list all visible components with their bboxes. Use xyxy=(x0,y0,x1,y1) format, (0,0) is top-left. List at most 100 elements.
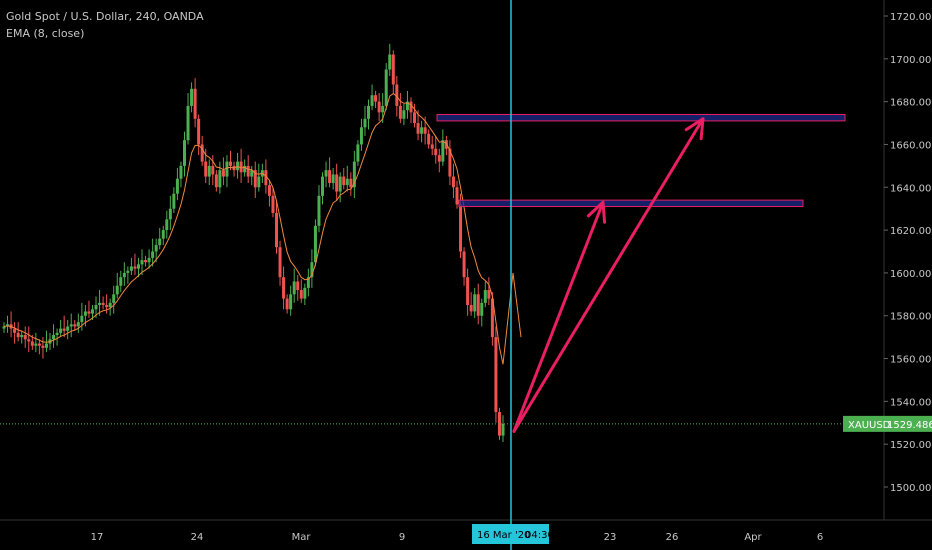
candle-body xyxy=(73,324,77,327)
candle-body xyxy=(275,212,279,248)
candle-body xyxy=(444,140,448,149)
candle-body xyxy=(221,170,225,177)
time-tick-label: 23 xyxy=(604,532,617,543)
candle-body xyxy=(144,260,148,263)
time-tick-label: 6 xyxy=(817,532,823,543)
candle-body xyxy=(151,251,155,258)
price-tick-label: 1720.000 xyxy=(890,12,932,23)
candle-body xyxy=(197,118,201,145)
chart-legend: Gold Spot / U.S. Dollar, 240, OANDA EMA … xyxy=(6,8,204,42)
candle-body xyxy=(27,339,31,342)
last-price-symbol: XAUUSD xyxy=(848,420,891,431)
candle-body xyxy=(140,260,144,265)
projection-arrow xyxy=(512,200,605,433)
candle-body xyxy=(296,281,300,291)
candle-body xyxy=(225,161,229,177)
candle-body xyxy=(292,281,296,295)
candle-body xyxy=(243,165,247,173)
candle-body xyxy=(16,332,20,338)
candle-body xyxy=(62,328,66,331)
candle-body xyxy=(87,311,91,314)
price-tick-label: 1620.000 xyxy=(890,226,932,237)
candle-body xyxy=(363,118,367,128)
candle-body xyxy=(448,148,452,177)
candle-body xyxy=(501,423,505,436)
candle-body xyxy=(126,270,130,273)
candle-body xyxy=(211,165,215,175)
candle-body xyxy=(388,54,392,70)
candle-body xyxy=(37,343,41,346)
candle-body xyxy=(23,334,27,340)
candle-body xyxy=(182,140,186,166)
candle-body xyxy=(487,290,491,299)
candle-body xyxy=(179,165,183,179)
price-tick-label: 1520.000 xyxy=(890,440,932,451)
cursor-date-badge xyxy=(472,524,549,544)
candle-body xyxy=(377,101,381,113)
candle-body xyxy=(430,144,434,149)
candle-body xyxy=(494,337,498,413)
candle-body xyxy=(133,266,137,269)
ema-line xyxy=(3,92,522,365)
candle-body xyxy=(384,69,388,106)
candle-body xyxy=(246,165,250,177)
candle-body xyxy=(34,343,38,346)
candle-body xyxy=(497,412,501,436)
candle-body xyxy=(161,230,165,239)
candle-body xyxy=(90,309,94,314)
candle-body xyxy=(437,155,441,162)
candle-body xyxy=(80,315,84,323)
last-price-value: 1529.486 xyxy=(887,420,932,431)
candle-body xyxy=(370,95,374,106)
candle-body xyxy=(218,170,222,188)
candle-body xyxy=(427,133,431,145)
indicator-label: EMA (8, close) xyxy=(6,27,85,40)
candle-body xyxy=(30,341,34,346)
candle-body xyxy=(409,101,413,113)
candle-body xyxy=(483,290,487,303)
candle-body xyxy=(313,225,317,263)
candle-body xyxy=(94,305,98,310)
time-tick-label: Apr xyxy=(744,532,762,543)
candle-body xyxy=(158,238,162,246)
resistance-zone xyxy=(436,113,846,122)
candle-body xyxy=(367,105,371,119)
time-tick-label: 24 xyxy=(191,532,204,543)
price-tick-label: 1580.000 xyxy=(890,312,932,323)
candle-body xyxy=(405,101,409,111)
candle-body xyxy=(441,140,445,162)
cursor-date-label: 16 Mar '20 xyxy=(477,530,530,541)
candle-body xyxy=(359,127,363,145)
candle-body xyxy=(267,185,271,196)
candle-body xyxy=(136,264,140,269)
candle-body xyxy=(299,290,303,299)
candle-body xyxy=(398,105,402,119)
candle-body xyxy=(469,305,473,312)
candle-body xyxy=(462,251,466,278)
candle-body xyxy=(271,195,275,213)
price-tick-label: 1700.000 xyxy=(890,55,932,66)
candle-body xyxy=(98,302,102,306)
candle-body xyxy=(476,294,480,316)
candle-body xyxy=(257,176,261,188)
candle-body xyxy=(310,262,314,278)
candle-body xyxy=(338,176,342,192)
candle-body xyxy=(434,148,438,156)
candle-body xyxy=(6,324,10,327)
candle-body xyxy=(44,343,48,348)
price-tick-label: 1500.000 xyxy=(890,483,932,494)
candle-body xyxy=(473,294,477,312)
candle-body xyxy=(278,247,282,278)
candle-body xyxy=(289,294,293,310)
candle-body xyxy=(466,277,470,306)
candle-body xyxy=(207,165,211,177)
symbol-title: Gold Spot / U.S. Dollar, 240, OANDA xyxy=(6,10,204,23)
candle-body xyxy=(303,287,307,299)
candle-body xyxy=(175,178,179,194)
time-tick-label: 17 xyxy=(91,532,104,543)
price-tick-label: 1540.000 xyxy=(890,397,932,408)
candle-body xyxy=(214,174,218,188)
candle-body xyxy=(2,326,6,329)
arrow-head xyxy=(586,200,607,224)
